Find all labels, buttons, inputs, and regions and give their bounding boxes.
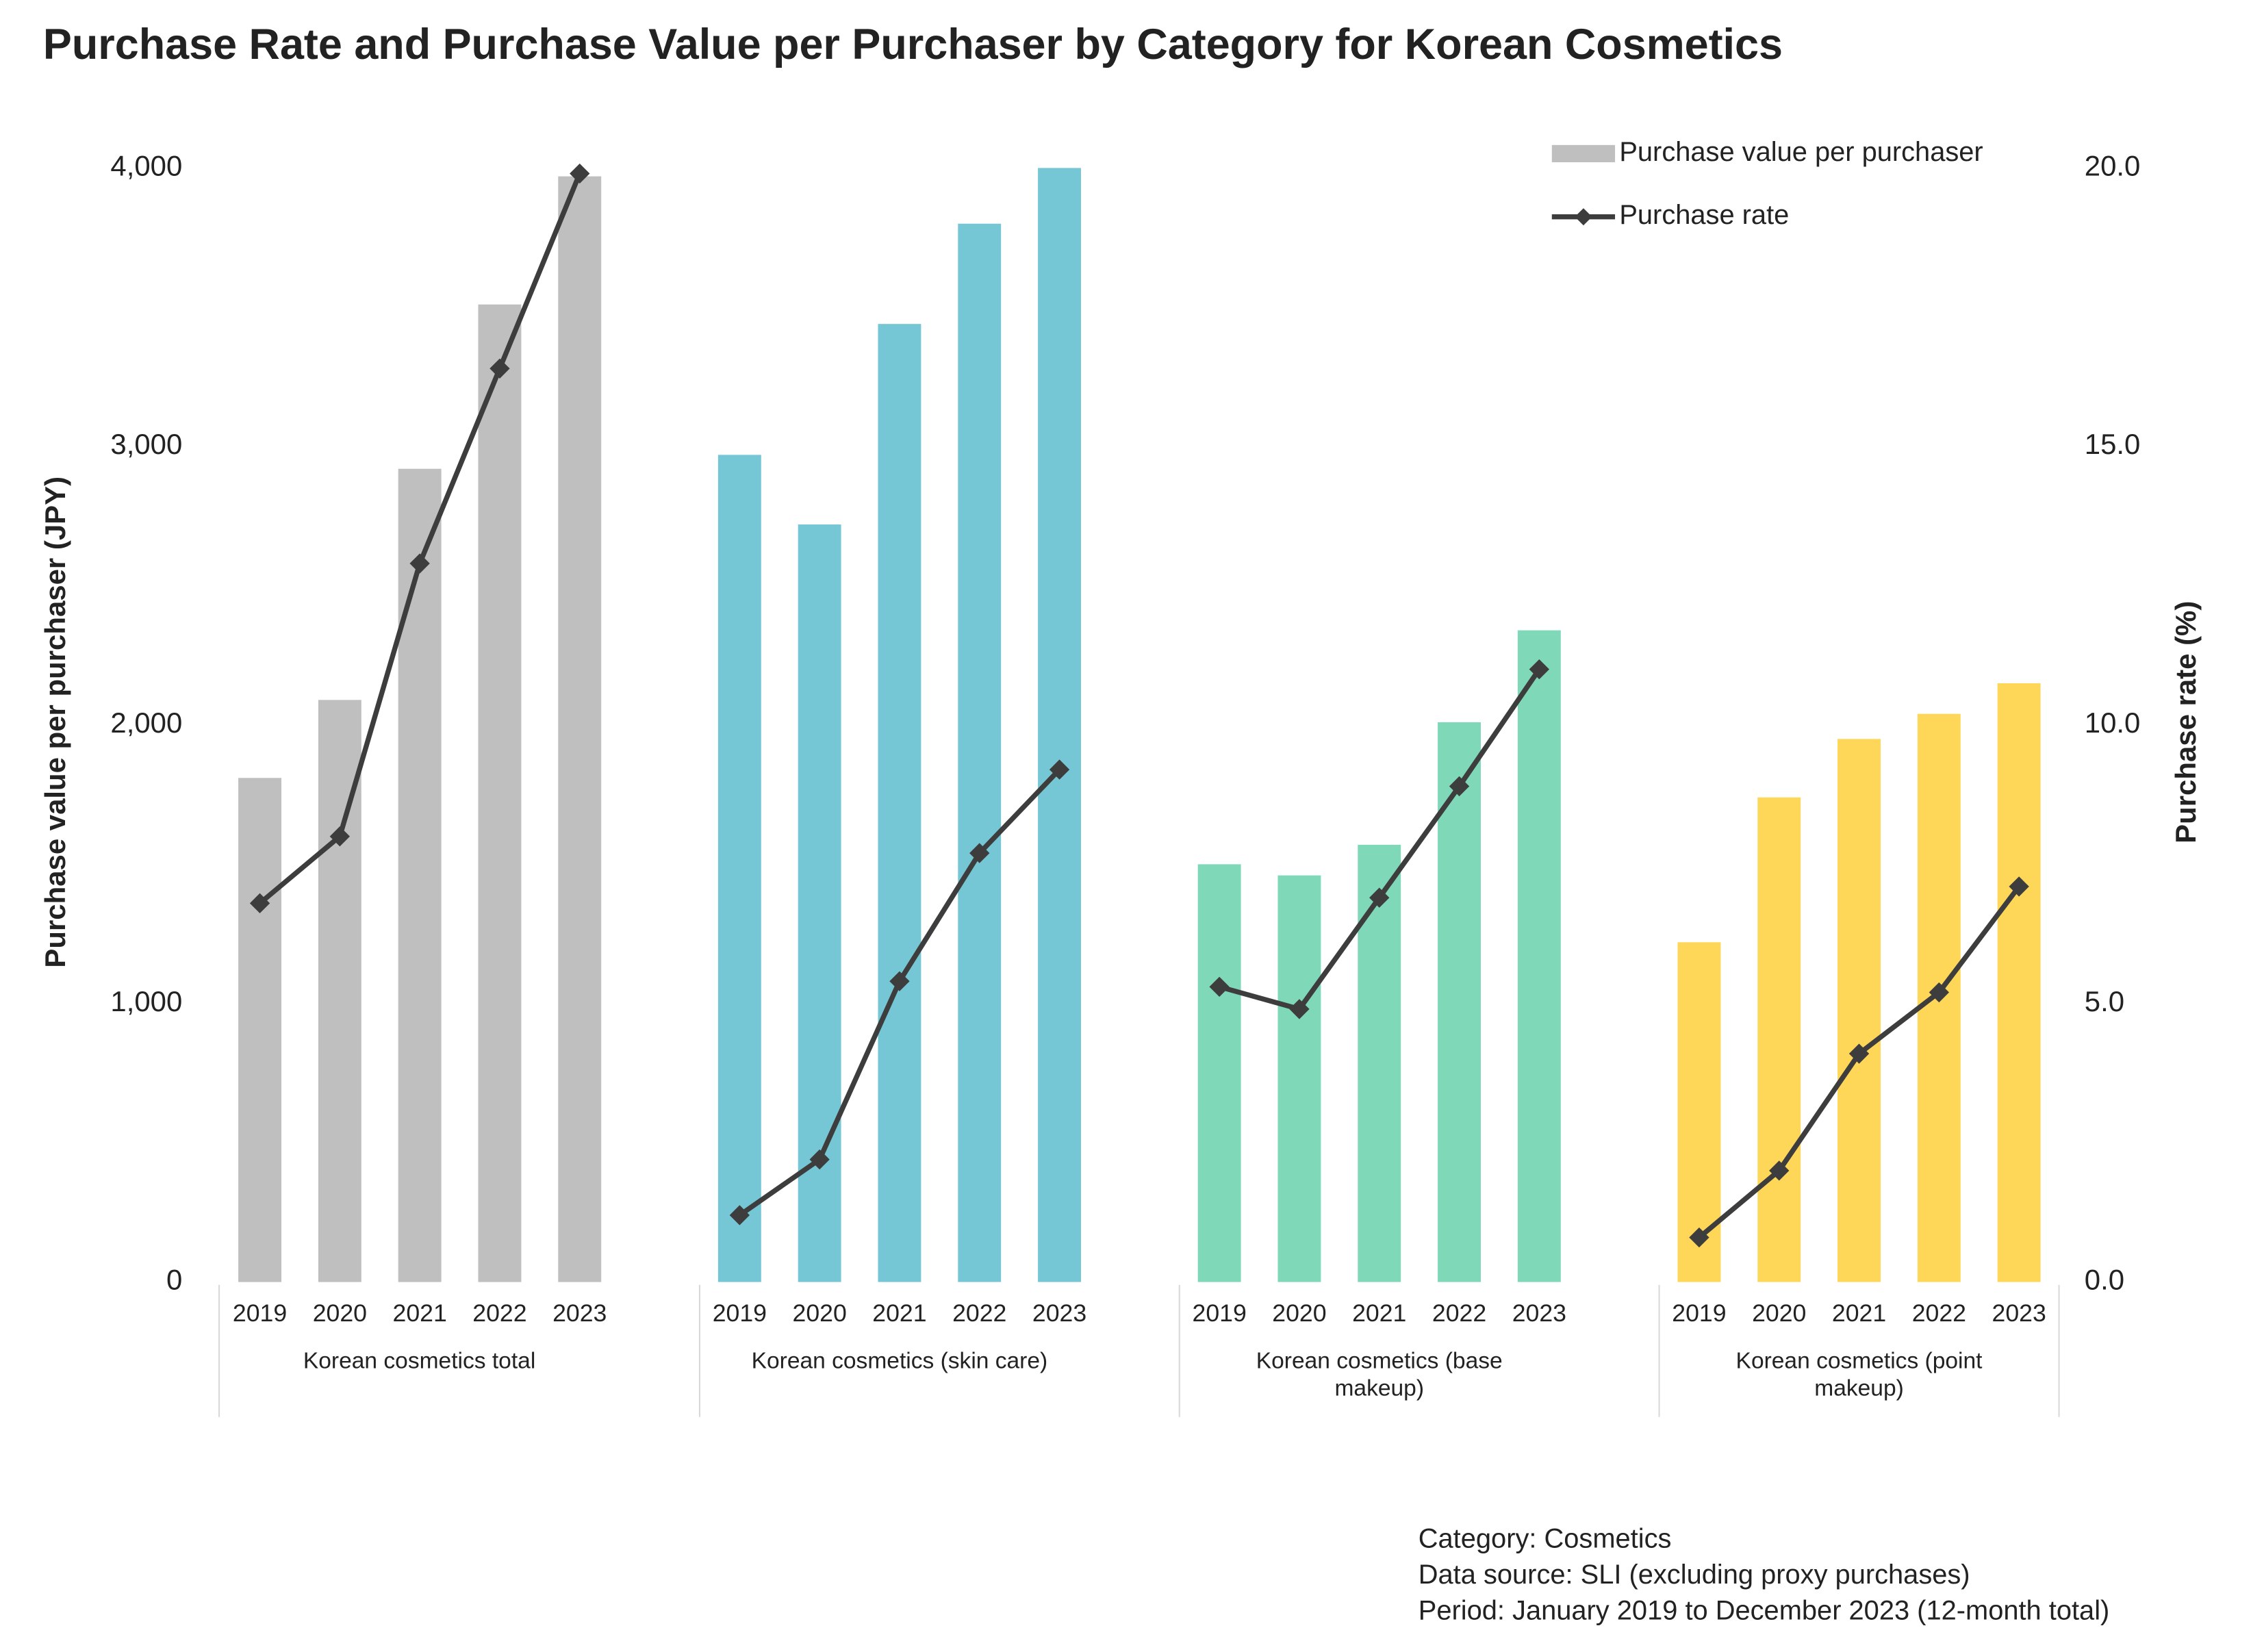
bar bbox=[1038, 168, 1081, 1282]
x-tick-label: 2021 bbox=[1832, 1299, 1886, 1327]
x-tick-label: 2022 bbox=[1912, 1299, 1966, 1327]
y-tick-label: 0 bbox=[166, 1264, 182, 1296]
bar bbox=[1438, 722, 1481, 1282]
x-tick-label: 2021 bbox=[393, 1299, 447, 1327]
rate-marker bbox=[809, 1149, 830, 1170]
x-tick-label: 2019 bbox=[713, 1299, 767, 1327]
bar bbox=[958, 223, 1002, 1282]
rate-marker bbox=[1689, 1227, 1709, 1248]
bar bbox=[1997, 683, 2041, 1282]
group-label-box: Korean cosmetics (point makeup) bbox=[1735, 1349, 1983, 1401]
x-tick-label: 2022 bbox=[472, 1299, 526, 1327]
bar bbox=[398, 468, 442, 1282]
bar bbox=[238, 778, 281, 1282]
legend-label: Purchase value per purchaser bbox=[1619, 137, 1983, 167]
x-tick-label: 2020 bbox=[313, 1299, 367, 1327]
x-tick-label: 2023 bbox=[552, 1299, 607, 1327]
rate-marker bbox=[329, 826, 351, 847]
y2-tick-label: 5.0 bbox=[2085, 985, 2124, 1017]
legend-marker bbox=[1575, 208, 1592, 226]
chart-title: Purchase Rate and Purchase Value per Pur… bbox=[43, 21, 1783, 68]
group-label: Korean cosmetics total bbox=[303, 1349, 536, 1374]
y-tick-label: 1,000 bbox=[110, 985, 182, 1017]
rate-marker bbox=[1769, 1160, 1790, 1181]
x-tick-label: 2020 bbox=[1752, 1299, 1806, 1327]
bar bbox=[1837, 739, 1881, 1282]
x-tick-label: 2019 bbox=[1672, 1299, 1726, 1327]
x-tick-label: 2022 bbox=[952, 1299, 1006, 1327]
x-tick-label: 2021 bbox=[872, 1299, 926, 1327]
rate-marker bbox=[409, 553, 430, 574]
group-label: Korean cosmetics (point makeup) bbox=[1735, 1349, 1983, 1401]
bar bbox=[478, 304, 522, 1282]
bar bbox=[878, 324, 921, 1282]
rate-marker bbox=[1529, 659, 1550, 680]
x-tick-label: 2019 bbox=[233, 1299, 287, 1327]
rate-marker bbox=[249, 893, 270, 914]
rate-marker bbox=[1848, 1043, 1870, 1064]
rate-marker bbox=[969, 843, 990, 863]
group-label-box: Korean cosmetics (base makeup) bbox=[1256, 1349, 1503, 1401]
rate-marker bbox=[1449, 776, 1470, 797]
bar bbox=[717, 455, 761, 1282]
rate-marker bbox=[570, 163, 590, 184]
footnote: Period: January 2019 to December 2023 (1… bbox=[1419, 1595, 2110, 1625]
footnote: Data source: SLI (excluding proxy purcha… bbox=[1419, 1560, 1970, 1590]
y2-tick-label: 15.0 bbox=[2085, 428, 2141, 460]
y2-tick-label: 10.0 bbox=[2085, 707, 2141, 739]
bar bbox=[1197, 864, 1241, 1282]
x-tick-label: 2021 bbox=[1352, 1299, 1406, 1327]
x-tick-label: 2023 bbox=[1512, 1299, 1566, 1327]
bar bbox=[318, 700, 361, 1282]
y-tick-label: 2,000 bbox=[110, 707, 182, 739]
y-tick-label: 3,000 bbox=[110, 428, 182, 460]
y-axis-label: Purchase value per purchaser (JPY) bbox=[39, 476, 71, 968]
x-tick-label: 2023 bbox=[1992, 1299, 2046, 1327]
group-label-box: Korean cosmetics total bbox=[303, 1349, 536, 1374]
y2-tick-label: 20.0 bbox=[2085, 149, 2141, 181]
bar bbox=[1757, 797, 1801, 1282]
group-label: Korean cosmetics (base makeup) bbox=[1256, 1349, 1503, 1401]
x-tick-label: 2020 bbox=[1272, 1299, 1326, 1327]
legend-label: Purchase rate bbox=[1619, 200, 1789, 230]
legend-swatch bbox=[1551, 144, 1616, 162]
x-tick-label: 2019 bbox=[1193, 1299, 1247, 1327]
bar bbox=[1517, 630, 1561, 1282]
y-tick-label: 4,000 bbox=[110, 149, 182, 181]
footnote: Category: Cosmetics bbox=[1419, 1524, 1672, 1554]
y2-tick-label: 0.0 bbox=[2085, 1264, 2124, 1296]
group-label: Korean cosmetics (skin care) bbox=[751, 1349, 1048, 1374]
x-tick-label: 2022 bbox=[1432, 1299, 1486, 1327]
group-label-box: Korean cosmetics (skin care) bbox=[751, 1349, 1048, 1374]
bar bbox=[1358, 844, 1401, 1282]
rate-marker bbox=[889, 971, 910, 991]
bar bbox=[558, 176, 602, 1282]
y2-axis-label: Purchase rate (%) bbox=[2170, 601, 2202, 843]
rate-marker bbox=[1929, 982, 1950, 1003]
rate-marker bbox=[489, 358, 510, 379]
bar bbox=[1277, 875, 1321, 1282]
x-tick-label: 2020 bbox=[793, 1299, 847, 1327]
x-tick-label: 2023 bbox=[1032, 1299, 1086, 1327]
